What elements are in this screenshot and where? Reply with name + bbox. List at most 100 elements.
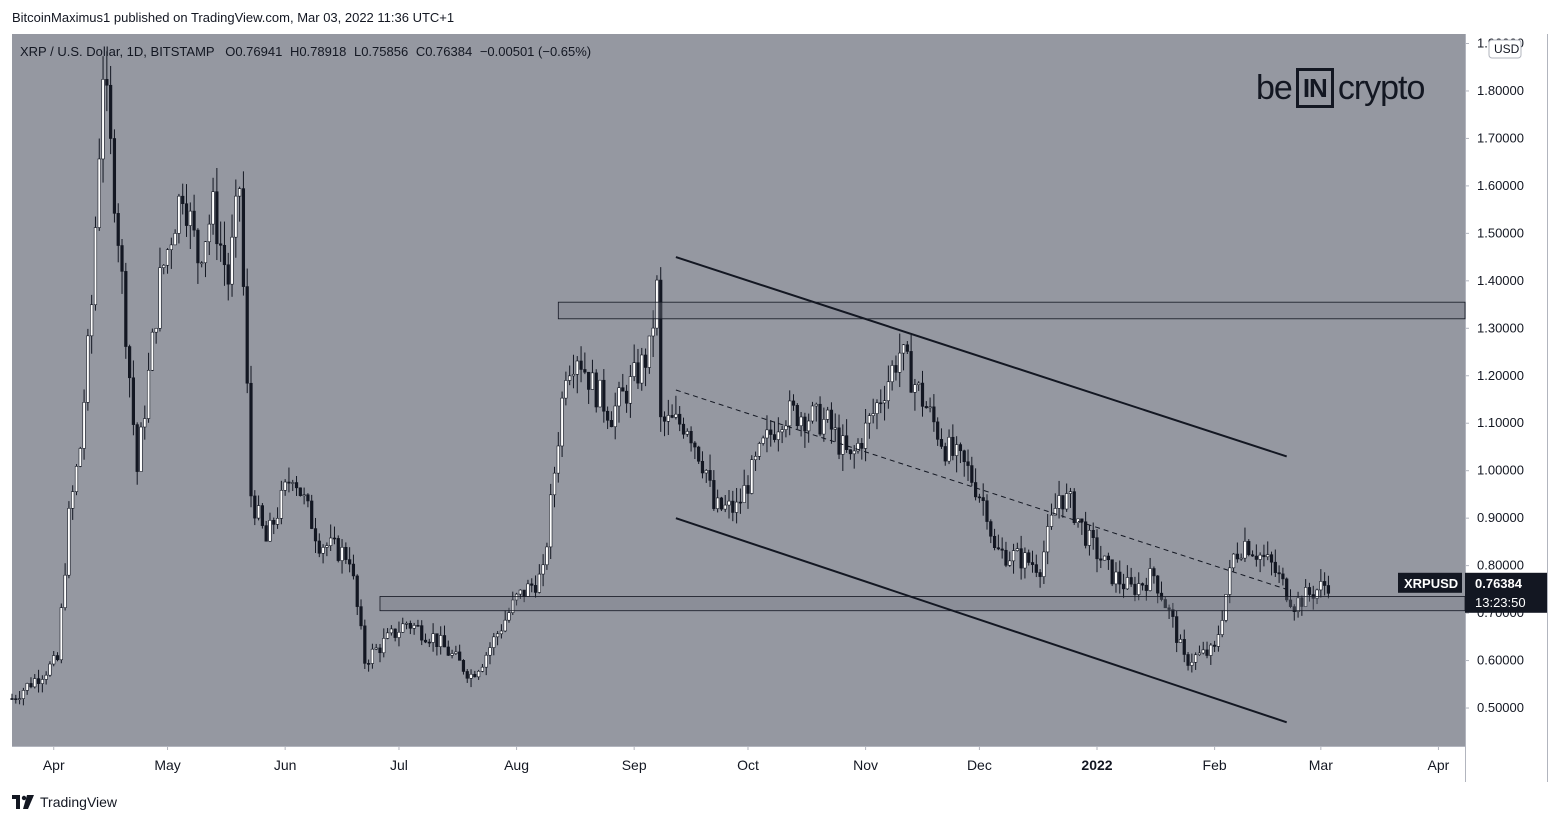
candle-body xyxy=(731,500,735,513)
symbol-name[interactable]: XRP / U.S. Dollar, 1D, BITSTAMP xyxy=(20,44,215,59)
candle-body xyxy=(818,403,822,435)
candle-body xyxy=(742,485,746,503)
candle-body xyxy=(287,481,291,484)
candle-body xyxy=(602,379,606,412)
candle-body xyxy=(207,223,211,243)
candle-body xyxy=(249,382,253,497)
x-tick-label: Sep xyxy=(622,757,647,773)
candle-body xyxy=(268,520,272,542)
candle-body xyxy=(822,419,826,435)
candle-body xyxy=(226,264,230,285)
candle-body xyxy=(499,630,503,635)
candle-body xyxy=(799,416,803,427)
y-tick-label: 1.30000 xyxy=(1477,320,1524,335)
candle-body xyxy=(1065,493,1069,510)
candle-body xyxy=(693,442,697,448)
candle-body xyxy=(981,497,985,502)
beincrypto-logo: be IN crypto xyxy=(1256,68,1425,108)
candle-body xyxy=(1175,616,1179,643)
candle-body xyxy=(674,413,678,418)
price-tag-value: 0.76384 xyxy=(1475,576,1523,591)
candle-body xyxy=(814,403,818,407)
candle-body xyxy=(222,244,227,266)
close-label: C xyxy=(415,44,426,59)
candle-body xyxy=(659,279,663,418)
candle-body xyxy=(1319,581,1323,591)
candle-body xyxy=(1201,649,1205,654)
candle-body xyxy=(344,546,348,560)
candle-body xyxy=(647,335,651,368)
y-tick-label: 1.20000 xyxy=(1477,368,1524,383)
candle-body xyxy=(1057,495,1061,509)
candle-body xyxy=(169,244,173,250)
candle-body xyxy=(313,528,318,542)
time-axis[interactable] xyxy=(12,746,1465,782)
footer-label[interactable]: TradingView xyxy=(40,794,118,810)
candle-body xyxy=(370,648,375,664)
candle-body xyxy=(867,415,871,424)
candle-body xyxy=(196,229,200,264)
candle-body xyxy=(795,405,799,427)
candle-body xyxy=(1084,521,1088,546)
candle-body xyxy=(397,631,401,638)
candle-body xyxy=(473,673,477,678)
candle-body xyxy=(1152,568,1156,577)
candle-body xyxy=(408,623,412,629)
candle-body xyxy=(1171,609,1175,617)
candle-body xyxy=(522,589,526,597)
candle-body xyxy=(552,472,557,496)
candle-body xyxy=(1042,551,1046,577)
open-value: 0.76941 xyxy=(235,44,283,59)
candle-body xyxy=(533,585,538,593)
candle-body xyxy=(393,628,397,638)
candle-body xyxy=(1061,495,1065,510)
candle-body xyxy=(503,619,507,632)
candle-body xyxy=(685,430,689,435)
candle-body xyxy=(1300,597,1304,607)
candle-body xyxy=(1129,577,1133,585)
candle-body xyxy=(1038,572,1042,577)
candle-body xyxy=(101,79,105,160)
candle-body xyxy=(1076,518,1080,523)
candle-body xyxy=(14,698,18,700)
candle-body xyxy=(810,405,815,422)
candle-body xyxy=(928,406,932,409)
candle-body xyxy=(1167,607,1171,610)
candle-body xyxy=(1186,654,1190,666)
candle-body xyxy=(609,420,614,428)
candle-body xyxy=(256,505,261,519)
candle-body xyxy=(932,406,936,423)
candle-body xyxy=(640,354,644,384)
candle-body xyxy=(568,375,572,381)
support-box xyxy=(379,596,1466,612)
candle-body xyxy=(321,547,325,554)
y-tick-label: 1.80000 xyxy=(1477,83,1524,98)
candle-body xyxy=(74,466,79,492)
candle-body xyxy=(1099,558,1103,561)
tradingview-logo-icon xyxy=(12,795,34,809)
candle-body xyxy=(545,546,549,566)
y-tick-label: 0.50000 xyxy=(1477,700,1524,715)
candle-body xyxy=(837,427,841,455)
candle-body xyxy=(1095,537,1099,560)
price-axis[interactable] xyxy=(1465,34,1547,782)
candle-body xyxy=(329,537,333,546)
candle-body xyxy=(951,436,955,456)
candle-body xyxy=(71,491,75,509)
candle-body xyxy=(833,427,837,430)
y-tick-label: 1.40000 xyxy=(1477,273,1524,288)
candle-body xyxy=(488,647,492,656)
candle-body xyxy=(537,573,541,593)
candle-body xyxy=(465,671,469,679)
candle-body xyxy=(1000,548,1004,551)
candle-body xyxy=(1148,568,1152,591)
candle-body xyxy=(1072,491,1076,523)
candle-body xyxy=(219,243,223,246)
candle-body xyxy=(780,429,784,433)
candle-body xyxy=(495,633,500,638)
candle-body xyxy=(306,494,310,502)
candle-body xyxy=(1205,649,1209,656)
candle-body xyxy=(423,639,428,643)
candle-body xyxy=(1258,554,1262,560)
